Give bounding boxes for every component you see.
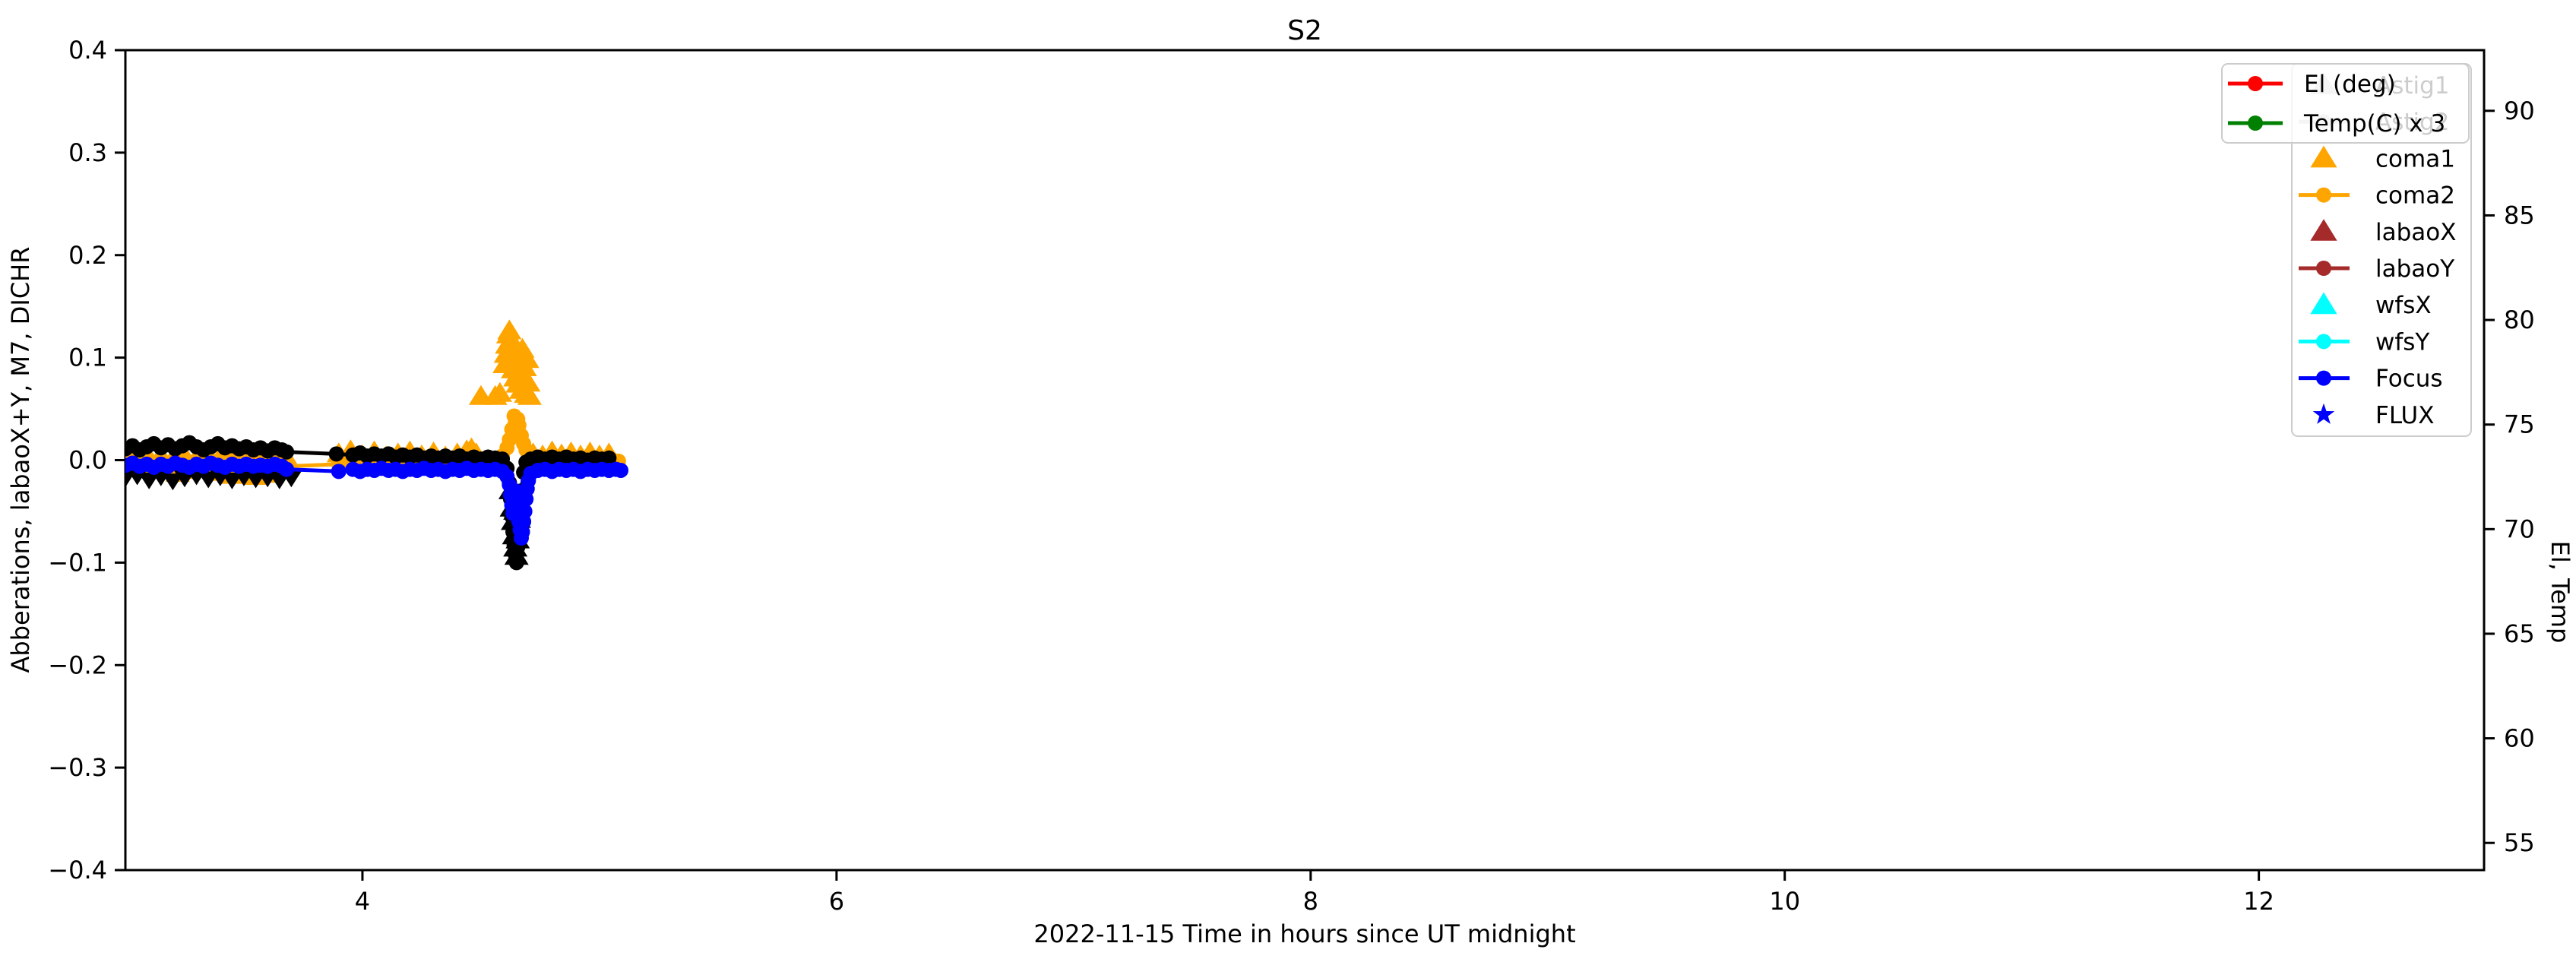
point-marker (2312, 403, 2335, 424)
point-marker (162, 473, 184, 491)
y-right-tick-label: 60 (2504, 724, 2535, 753)
y-right-tick-label: 85 (2504, 201, 2535, 229)
x-tick-label: 12 (2243, 887, 2274, 916)
y-left-tick-label: −0.3 (48, 753, 107, 782)
legend-item-label: El (deg) (2304, 71, 2396, 98)
legend-item-label: Temp(C) x 3 (2303, 110, 2445, 138)
y-axis-label-right: El, Temp (2546, 541, 2574, 644)
y-left-tick-label: −0.4 (48, 856, 107, 885)
legend-item-temp-c-x-3: Temp(C) x 3 (2228, 110, 2445, 138)
x-tick-label: 6 (829, 887, 844, 916)
point-marker (279, 461, 295, 477)
y-left-tick-label: 0.0 (68, 446, 107, 475)
point-marker (517, 385, 542, 405)
y-left-tick-label: 0.3 (68, 138, 107, 167)
y-right-tick-label: 80 (2504, 305, 2535, 334)
x-tick-label: 10 (1769, 887, 1800, 916)
legend-item-focus: Focus (2299, 366, 2443, 393)
legend-dot-sample (2316, 187, 2331, 203)
point-marker (2310, 145, 2337, 168)
legend-item-labaoy: labaoY (2299, 255, 2454, 283)
point-marker (497, 319, 522, 340)
legend-dot-sample (2248, 116, 2263, 131)
legend-item-wfsx: wfsX (2310, 292, 2432, 319)
legend-item-el-deg-: El (deg) (2228, 71, 2396, 98)
legend-item-label: labaoY (2375, 255, 2454, 283)
point-marker (138, 472, 160, 489)
legend-dot-sample (2316, 334, 2331, 350)
point-marker (487, 381, 512, 402)
legend-item-label: coma1 (2375, 145, 2455, 172)
series-focus (125, 455, 628, 546)
y-right-tick-label: 65 (2504, 619, 2535, 648)
point-marker (516, 372, 541, 392)
legend-aberrations: Astig1Astig2coma1coma2labaoXlabaoYwfsXwf… (2291, 63, 2472, 437)
point-marker (612, 462, 628, 478)
legend-item-wfsy: wfsY (2299, 328, 2429, 356)
legend-el-temp: El (deg) Temp(C) x 3 (2221, 63, 2470, 144)
y-right-tick-label: 75 (2504, 410, 2535, 439)
y-axis-label-left: Abberations, labaoX+Y, M7, DICHR (6, 247, 35, 673)
point-marker (2310, 292, 2337, 315)
point-marker (504, 545, 529, 565)
point-marker (328, 446, 344, 462)
x-axis-label: 2022-11-15 Time in hours since UT midnig… (1033, 919, 1575, 948)
chart-title: S2 (1287, 15, 1322, 46)
y-right-tick-label: 90 (2504, 97, 2535, 125)
legend-item-label: wfsY (2375, 328, 2429, 356)
legend-item-labaox: labaoX (2310, 219, 2457, 246)
point-marker (514, 348, 540, 369)
y-left-tick-label: −0.1 (48, 548, 107, 577)
data-series (125, 319, 628, 571)
y-left-tick-label: 0.2 (68, 241, 107, 270)
legend-item-label: Focus (2375, 366, 2443, 393)
legend-item-label: labaoX (2375, 219, 2457, 246)
legend-dot-sample (2248, 76, 2263, 91)
y-right-tick-label: 55 (2504, 828, 2535, 857)
legend-dot-sample (2316, 370, 2331, 386)
legend-item-coma1: coma1 (2310, 145, 2455, 172)
legend-item-label: coma2 (2375, 182, 2455, 210)
legend-box (2221, 63, 2470, 144)
y-right-tick-label: 70 (2504, 514, 2535, 543)
point-marker (331, 464, 347, 480)
axis-ticks: 4 6 8 10 12 0.4 0.3 0.2 0.1 0.0 −0.1 −0.2 −0.3 −0.4 90… (48, 36, 2534, 916)
legend-dot-sample (2316, 261, 2331, 276)
y-left-tick-label: −0.2 (48, 650, 107, 679)
point-marker (279, 444, 295, 460)
point-marker (601, 450, 617, 466)
legend-item-coma2: coma2 (2299, 182, 2455, 210)
point-marker (221, 472, 243, 489)
legend-item-label: FLUX (2375, 402, 2435, 429)
x-tick-label: 4 (355, 887, 370, 916)
point-marker (2310, 219, 2337, 241)
legend-item-label: wfsX (2375, 292, 2432, 319)
y-left-tick-label: 0.4 (68, 36, 107, 65)
x-tick-label: 8 (1303, 887, 1318, 916)
y-left-tick-label: 0.1 (68, 343, 107, 372)
point-marker (517, 503, 533, 519)
legend-item-flux: FLUX (2312, 402, 2435, 429)
